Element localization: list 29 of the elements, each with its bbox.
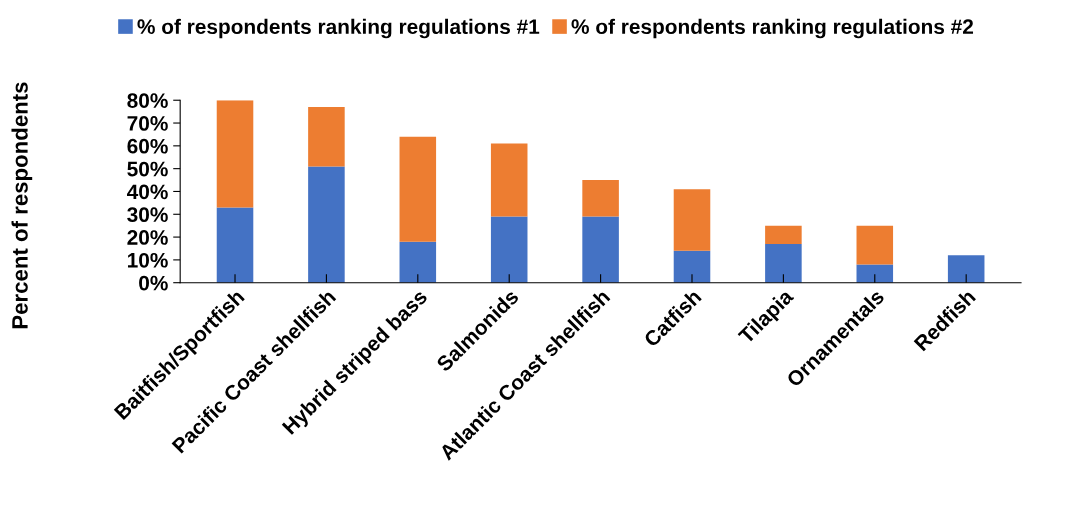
legend-label: % of respondents ranking regulations #2 — [571, 18, 974, 39]
bar — [673, 250, 711, 283]
bar — [765, 243, 802, 283]
bar — [490, 143, 528, 217]
bar — [216, 100, 254, 208]
y-tick-label: 30% — [127, 207, 168, 223]
y-tick-label: 0% — [139, 275, 168, 291]
bar — [308, 166, 345, 283]
y-tick-label: 10% — [127, 252, 168, 268]
bar — [856, 264, 894, 283]
bar — [399, 241, 437, 283]
bar — [947, 255, 985, 283]
bar — [765, 225, 802, 244]
bar — [673, 189, 711, 251]
y-tick-label: 70% — [127, 116, 168, 131]
y-tick-label: 20% — [127, 230, 168, 245]
bar — [490, 216, 528, 283]
bar — [308, 107, 345, 167]
bar — [399, 136, 437, 242]
y-tick-label: 60% — [127, 138, 168, 154]
y-tick-label: 80% — [127, 93, 168, 108]
y-axis-title: Percent of respondents — [11, 82, 33, 329]
bar — [216, 207, 254, 283]
bar — [582, 180, 619, 217]
bar — [856, 225, 894, 265]
y-tick-label: 50% — [127, 161, 168, 177]
bar — [582, 216, 619, 283]
y-tick-label: 40% — [126, 184, 168, 200]
legend-label: % of respondents ranking regulations #1 — [137, 18, 540, 39]
